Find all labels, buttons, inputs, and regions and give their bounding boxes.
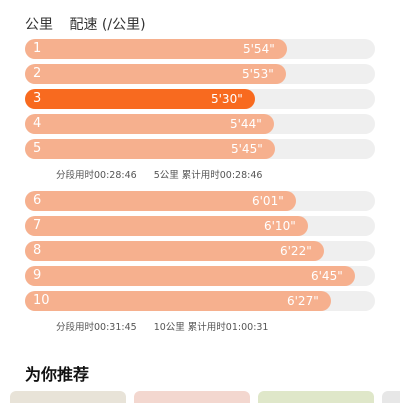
split-pace: 5'30" <box>211 92 243 106</box>
split-bar <box>25 216 308 236</box>
recommend-card[interactable] <box>382 391 400 403</box>
summary-second-5km: 分段用时00:31:45 10公里 累计用时01:00:31 <box>56 319 268 333</box>
split-bar <box>25 114 274 134</box>
split-pace: 5'44" <box>230 117 262 131</box>
pace-column-label: 配速 (/公里) <box>69 17 146 33</box>
split-row: 4 5'44" <box>25 114 375 134</box>
recommend-cards <box>0 391 400 403</box>
split-pace: 5'45" <box>231 142 263 156</box>
split-bar <box>25 241 324 261</box>
split-pace: 6'27" <box>287 294 319 308</box>
split-row: 2 5'53" <box>25 64 375 84</box>
split-km: 7 <box>33 218 42 233</box>
recommend-card[interactable] <box>134 391 250 403</box>
split-bar <box>25 64 286 84</box>
km-column-label: 公里 <box>25 17 53 33</box>
split-row: 9 6'45" <box>25 266 375 286</box>
split-bar <box>25 39 287 59</box>
split-km: 10 <box>33 293 50 308</box>
recommend-card[interactable] <box>258 391 374 403</box>
summary-first-5km: 分段用时00:28:46 5公里 累计用时00:28:46 <box>56 167 262 181</box>
segment-time: 分段用时00:31:45 <box>56 322 137 333</box>
split-km: 5 <box>33 141 42 156</box>
split-row: 6 6'01" <box>25 191 375 211</box>
split-km: 1 <box>33 41 42 56</box>
segment-time: 分段用时00:28:46 <box>56 170 137 181</box>
split-pace: 6'45" <box>311 269 343 283</box>
split-bar-fastest <box>25 89 255 109</box>
split-km: 3 <box>33 91 42 106</box>
split-row: 5 5'45" <box>25 139 375 159</box>
split-pace: 5'54" <box>243 42 275 56</box>
split-pace: 6'22" <box>280 244 312 258</box>
split-km: 6 <box>33 193 42 208</box>
recommend-title: 为你推荐 <box>25 365 90 384</box>
split-km: 2 <box>33 66 42 81</box>
split-pace: 6'01" <box>252 194 284 208</box>
split-km: 4 <box>33 116 42 131</box>
split-bar <box>25 139 275 159</box>
split-bar <box>25 191 296 211</box>
recommend-card[interactable] <box>10 391 126 403</box>
split-row: 7 6'10" <box>25 216 375 236</box>
split-bar <box>25 291 331 311</box>
split-row: 3 5'30" <box>25 89 375 109</box>
split-row: 10 6'27" <box>25 291 375 311</box>
split-km: 9 <box>33 268 42 283</box>
pace-header: 公里 配速 (/公里) <box>25 14 146 34</box>
cumulative-time: 10公里 累计用时01:00:31 <box>153 322 269 333</box>
split-pace: 5'53" <box>242 67 274 81</box>
split-km: 8 <box>33 243 42 258</box>
split-row: 1 5'54" <box>25 39 375 59</box>
split-row: 8 6'22" <box>25 241 375 261</box>
split-pace: 6'10" <box>264 219 296 233</box>
split-bar <box>25 266 355 286</box>
cumulative-time: 5公里 累计用时00:28:46 <box>153 170 263 181</box>
